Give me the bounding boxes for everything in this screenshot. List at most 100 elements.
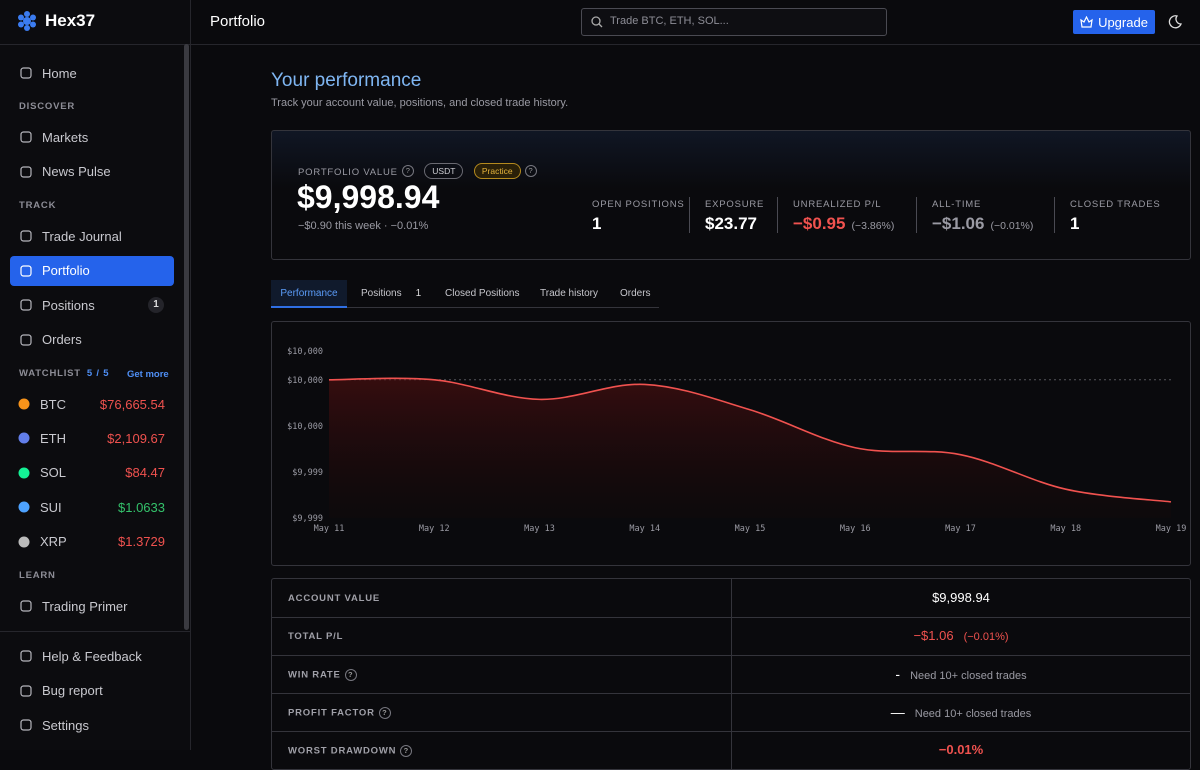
icon-shape xyxy=(20,165,32,178)
tab-label: Trade history xyxy=(540,288,598,299)
nav-item[interactable]: Home xyxy=(10,58,174,88)
nav-item[interactable]: Settings xyxy=(10,710,174,740)
coin-shape xyxy=(18,467,30,479)
symbol: ETH xyxy=(40,430,66,446)
help-icon[interactable]: ? xyxy=(401,164,414,177)
icon-shape xyxy=(20,650,32,662)
help-icon[interactable]: ? xyxy=(378,707,391,719)
section-title: TRACK xyxy=(19,200,57,211)
stat-value: −$0.95 (−3.86%) xyxy=(793,214,894,234)
icon-shape xyxy=(20,719,32,731)
nav-icon xyxy=(20,684,32,697)
coin-icon xyxy=(18,398,30,410)
nav-badge: 1 xyxy=(148,297,164,314)
row-label-text: WORST DRAWDOWN xyxy=(288,745,397,757)
row-value: $9,998.94 xyxy=(732,590,1190,605)
portfolio-value: $9,998.94 xyxy=(297,179,440,215)
row-value: — Need 10+ closed trades xyxy=(732,704,1190,720)
nav-item[interactable]: Trading Primer xyxy=(10,591,174,621)
stat-value: −$1.06 (−0.01%) xyxy=(932,214,1033,234)
nav-item[interactable]: Markets xyxy=(10,122,174,152)
tab[interactable]: Performance xyxy=(271,280,347,308)
row-note: Need 10+ closed trades xyxy=(914,708,1032,720)
watchlist-item[interactable]: XRP $1.3729 xyxy=(10,527,174,557)
tag: USDT xyxy=(424,162,464,179)
upgrade-button[interactable]: Upgrade xyxy=(1073,10,1155,34)
line xyxy=(328,377,1172,503)
row-label-text: PROFIT FACTOR xyxy=(288,707,375,719)
coin-shape xyxy=(18,501,30,513)
y-tick-label: $10,000 xyxy=(287,422,323,432)
nav-item[interactable]: Help & Feedback xyxy=(10,641,174,671)
theme-toggle[interactable] xyxy=(1168,15,1182,29)
coin-shape xyxy=(18,536,30,548)
watchlist-item[interactable]: BTC $76,665.54 xyxy=(10,389,174,419)
column-divider xyxy=(731,579,732,769)
y-tick-label: $9,999 xyxy=(292,514,323,524)
tab[interactable]: Closed Positions xyxy=(445,280,519,307)
nav-item[interactable]: Bug report xyxy=(10,676,174,706)
row-label: WIN RATE? xyxy=(288,669,357,681)
upgrade-label: Upgrade xyxy=(1098,14,1148,30)
row-label-text: TOTAL P/L xyxy=(288,631,344,642)
icon-shape xyxy=(20,230,32,242)
search[interactable]: Trade BTC, ETH, SOL... xyxy=(581,8,887,36)
watchlist-count: 5 / 5 xyxy=(86,368,110,379)
nav-item[interactable]: News Pulse xyxy=(10,157,174,187)
nav-icon xyxy=(20,264,32,277)
symbol: SUI xyxy=(40,499,62,515)
tab[interactable]: Orders xyxy=(620,280,651,307)
nav-icon xyxy=(20,67,32,79)
tab[interactable]: Positions 1 xyxy=(361,280,421,307)
symbol: BTC xyxy=(40,396,66,412)
watchlist-item[interactable]: SUI $1.0633 xyxy=(10,492,174,522)
stat-divider xyxy=(777,197,778,233)
summary-header: PORTFOLIO VALUE? USDT Practice? xyxy=(298,162,537,180)
stat-label: UNREALIZED P/L xyxy=(793,199,882,210)
price: $1.3729 xyxy=(118,534,165,550)
stat-note: (−0.01%) xyxy=(990,220,1034,232)
help-icon[interactable]: ? xyxy=(344,669,357,681)
x-tick-label: May 17 xyxy=(945,524,976,534)
nav-item[interactable]: Trade Journal xyxy=(10,221,174,251)
tab-label: Closed Positions xyxy=(445,288,520,299)
icon-shape xyxy=(20,299,32,311)
coin-shape xyxy=(18,432,30,444)
stat-divider xyxy=(689,197,690,233)
symbol: XRP xyxy=(40,534,67,550)
nav-item[interactable]: Portfolio xyxy=(10,255,174,286)
row-label: TOTAL P/L xyxy=(288,631,343,642)
tab[interactable]: Trade history xyxy=(540,280,598,307)
stat-number: −$1.06 xyxy=(932,214,985,233)
nav-item[interactable]: Orders xyxy=(10,325,174,355)
price: $1.0633 xyxy=(118,499,165,515)
row-value: −$1.06 (−0.01%) xyxy=(732,628,1190,643)
nav-icon xyxy=(20,650,32,662)
coin-icon xyxy=(18,467,30,479)
row-note: Need 10+ closed trades xyxy=(910,670,1027,682)
y-tick-label: $9,999 xyxy=(292,468,323,478)
summary-card: PORTFOLIO VALUE? USDT Practice? $9,998.9… xyxy=(271,130,1191,260)
x-tick-label: May 18 xyxy=(1050,524,1081,534)
scrollbar xyxy=(184,44,189,630)
stat-label: OPEN POSITIONS xyxy=(592,199,685,210)
coin-icon xyxy=(18,432,30,444)
nav-label: Trade Journal xyxy=(42,228,122,244)
x-tick-label: May 11 xyxy=(314,524,345,534)
watchlist-item[interactable]: ETH $2,109.67 xyxy=(10,423,174,453)
nav-label: Positions xyxy=(42,297,95,313)
summary-label: PORTFOLIO VALUE xyxy=(298,167,398,178)
nav-label: Home xyxy=(42,65,77,81)
nav-item[interactable]: Positions 1 xyxy=(10,290,174,320)
topbar: Portfolio Trade BTC, ETH, SOL... Upgrade xyxy=(191,0,1200,45)
help-icon[interactable]: ? xyxy=(400,745,413,757)
subheading: Track your account value, positions, and… xyxy=(271,97,569,109)
stat-label: ALL-TIME xyxy=(932,199,982,210)
help-icon[interactable]: ? xyxy=(524,164,537,177)
watchlist-item[interactable]: SOL $84.47 xyxy=(10,458,174,488)
y-tick-label: $10,000 xyxy=(287,347,323,357)
stat-value: 1 xyxy=(592,214,601,234)
tab-label: Orders xyxy=(620,288,651,299)
get-more[interactable]: Get more xyxy=(127,369,169,380)
row-note: (−0.01%) xyxy=(963,631,1009,643)
